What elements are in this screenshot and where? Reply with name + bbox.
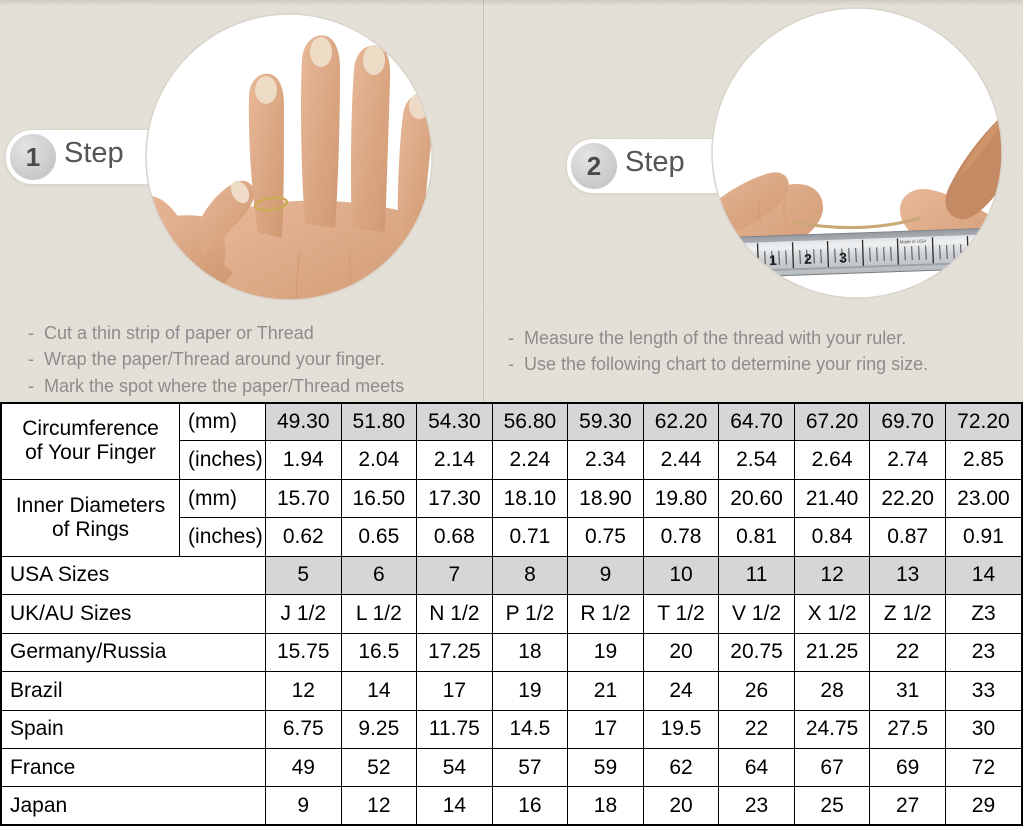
svg-text:Made in USA: Made in USA bbox=[899, 239, 926, 245]
svg-text:1: 1 bbox=[769, 252, 778, 268]
svg-text:2: 2 bbox=[804, 251, 813, 267]
svg-text:3: 3 bbox=[839, 249, 848, 265]
